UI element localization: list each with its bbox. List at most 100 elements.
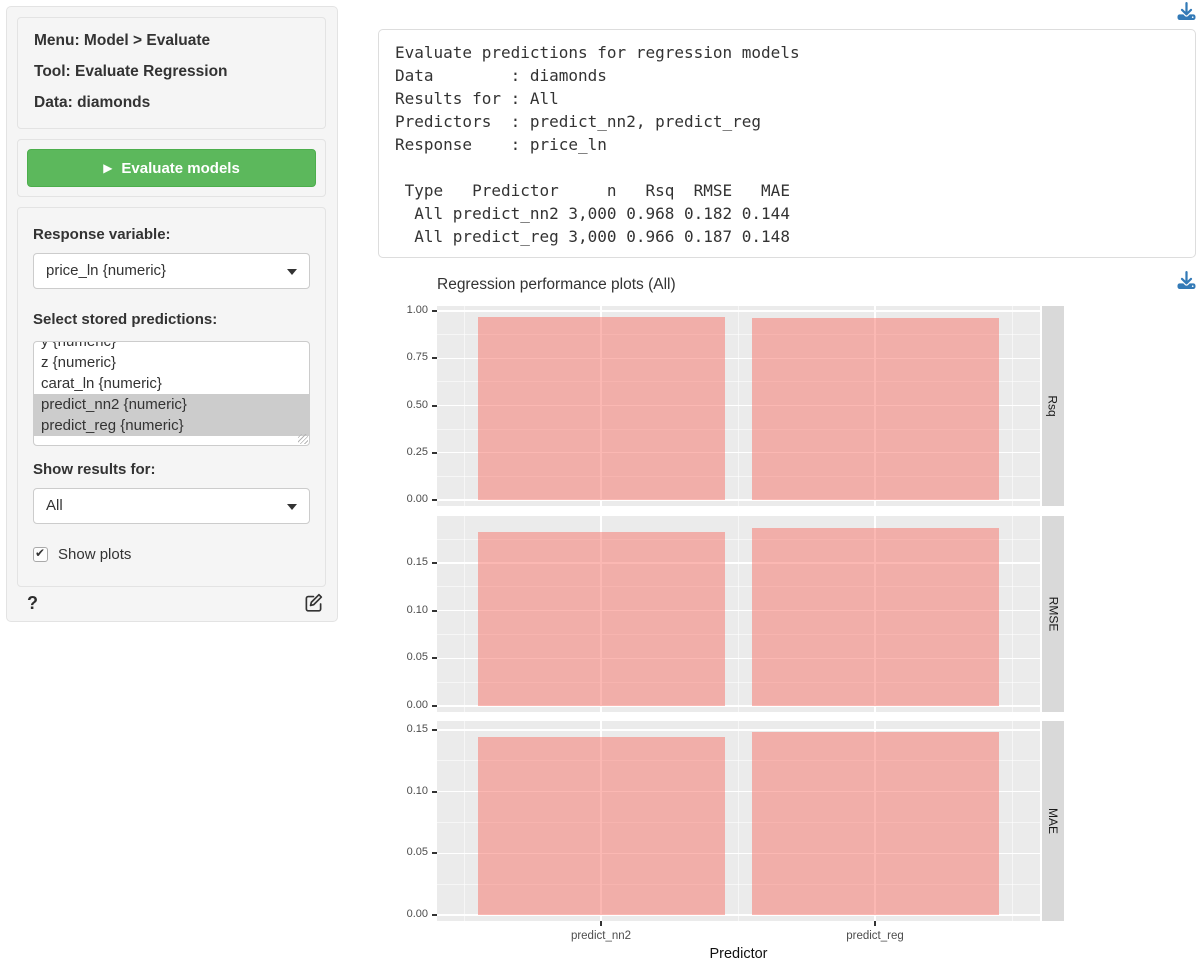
facet-strip: Rsq [1042, 306, 1064, 506]
x-tick-label: predict_nn2 [570, 930, 632, 942]
plot-title: Regression performance plots (All) [437, 276, 676, 293]
x-axis-title: Predictor [709, 946, 768, 962]
list-item[interactable]: y {numeric} [41, 341, 117, 350]
list-item[interactable]: predict_nn2 {numeric} [34, 394, 309, 415]
x-tick-label: predict_reg [846, 930, 904, 942]
gridline [437, 705, 1040, 707]
list-item[interactable]: carat_ln {numeric} [41, 375, 162, 392]
edit-icon[interactable] [304, 593, 323, 617]
facet-strip: RMSE [1042, 516, 1064, 712]
bar [751, 317, 999, 500]
summary-output-panel: Evaluate predictions for regression mode… [378, 29, 1196, 258]
gridline [437, 404, 1040, 407]
gridline [437, 562, 1040, 564]
y-tick [432, 561, 437, 564]
sidebar: Menu: Model > Evaluate Tool: Evaluate Re… [6, 6, 338, 622]
gridline [437, 657, 1040, 660]
response-variable-select[interactable]: price_ln {numeric} [33, 253, 310, 289]
run-well: ▶ Evaluate models [17, 139, 326, 197]
tool-summary-well: Menu: Model > Evaluate Tool: Evaluate Re… [17, 17, 326, 129]
bar [477, 737, 725, 915]
stored-predictions-label: Select stored predictions: [33, 311, 218, 328]
y-tick-label: 0.50 [406, 398, 428, 411]
dataset-name: Data: diamonds [34, 94, 151, 111]
gridline [437, 499, 1040, 501]
gridline [437, 310, 1040, 312]
gridline [437, 586, 1040, 588]
gridline [1011, 516, 1013, 712]
gridline [437, 381, 1040, 383]
bar [477, 317, 725, 500]
facet-panel [437, 721, 1040, 921]
stored-predictions-options: y {numeric} z {numeric} carat_ln {numeri… [34, 341, 309, 436]
bar [751, 732, 999, 915]
chevron-down-icon [287, 504, 297, 510]
facet-strip-label: Rsq [1046, 395, 1060, 417]
bar [477, 532, 725, 706]
menu-breadcrumb: Menu: Model > Evaluate [34, 32, 211, 49]
y-tick-label: 0.15 [406, 555, 428, 568]
y-tick-label: 0.05 [406, 846, 428, 859]
gridline [437, 914, 1040, 916]
x-tick [600, 921, 602, 926]
gridline [463, 516, 465, 712]
show-plots-checkbox[interactable] [33, 546, 48, 562]
y-tick [432, 913, 437, 916]
help-row: ? [27, 593, 323, 617]
y-tick [432, 790, 437, 793]
gridline [437, 428, 1040, 430]
download-summary-icon[interactable] [1177, 2, 1197, 20]
gridline [437, 729, 1040, 731]
gridline [437, 852, 1040, 855]
y-tick-label: 0.05 [406, 651, 428, 664]
help-icon[interactable]: ? [27, 593, 38, 613]
gridline [437, 760, 1040, 762]
list-item[interactable]: z {numeric} [41, 354, 117, 371]
gridline [437, 475, 1040, 477]
gridline [437, 883, 1040, 885]
y-tick-label: 0.75 [406, 351, 428, 364]
show-results-for-select[interactable]: All [33, 488, 310, 524]
gridline [437, 357, 1040, 360]
resize-handle[interactable] [298, 434, 308, 444]
facet-strip: MAE [1042, 721, 1064, 921]
gridline [1011, 721, 1013, 921]
y-tick-label: 0.15 [406, 723, 428, 735]
evaluate-models-button[interactable]: ▶ Evaluate models [27, 149, 316, 187]
gridline [437, 681, 1040, 683]
gridline [437, 334, 1040, 336]
stored-predictions-listbox[interactable]: y {numeric} z {numeric} carat_ln {numeri… [33, 341, 310, 446]
gridline [437, 609, 1040, 612]
y-tick-label: 0.10 [406, 784, 428, 797]
y-tick [432, 704, 437, 707]
y-tick [432, 498, 437, 501]
y-tick [432, 451, 437, 454]
show-results-for-label: Show results for: [33, 461, 156, 478]
gridline [737, 516, 739, 712]
facet-panel [437, 306, 1040, 506]
performance-plot: Regression performance plots (All) 0.00 0… [380, 268, 1090, 966]
controls-well: Response variable: price_ln {numeric} Se… [17, 207, 326, 587]
gridline [737, 721, 739, 921]
y-tick-label: 0.00 [406, 907, 428, 920]
y-tick-label: 0.00 [406, 698, 428, 711]
summary-output: Evaluate predictions for regression mode… [395, 43, 800, 246]
y-tick-label: 0.25 [406, 445, 428, 458]
x-tick [874, 921, 876, 926]
y-tick [432, 657, 437, 660]
facet-strip-label: RMSE [1046, 596, 1061, 632]
y-tick [432, 729, 437, 731]
evaluate-models-label: Evaluate models [121, 159, 240, 177]
gridline [463, 721, 465, 921]
y-tick-label: 0.00 [406, 492, 428, 505]
tool-name: Tool: Evaluate Regression [34, 63, 228, 80]
gridline [437, 633, 1040, 635]
response-variable-value: price_ln {numeric} [46, 262, 167, 279]
list-item[interactable]: predict_reg {numeric} [34, 415, 309, 436]
response-variable-label: Response variable: [33, 226, 171, 243]
show-plots-row: Show plots [33, 546, 310, 563]
show-results-for-value: All [46, 497, 63, 514]
download-plot-icon[interactable] [1177, 271, 1197, 289]
gridline [437, 790, 1040, 793]
